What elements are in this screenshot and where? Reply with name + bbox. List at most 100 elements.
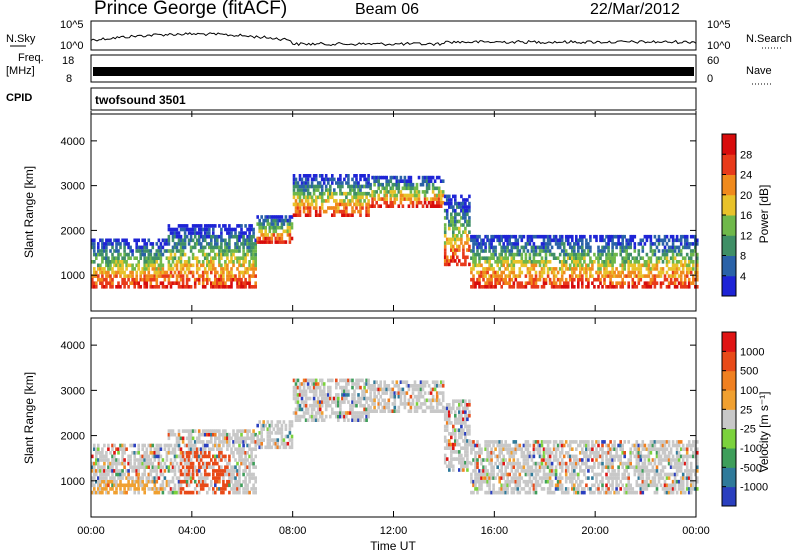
heatmap-cell <box>298 206 302 210</box>
heatmap-cell <box>617 238 620 243</box>
heatmap-cell <box>506 274 509 278</box>
heatmap-cell <box>103 285 106 289</box>
heatmap-cell <box>143 270 146 275</box>
heatmap-cell <box>542 263 546 268</box>
heatmap-cell <box>522 234 526 239</box>
heatmap-cell <box>621 267 624 271</box>
heatmap-cell <box>206 270 209 275</box>
heatmap-cell <box>173 454 177 459</box>
heatmap-cell <box>538 234 542 239</box>
heatmap-cell <box>208 263 211 268</box>
heatmap-cell <box>542 458 546 462</box>
heatmap-cell <box>230 487 233 491</box>
heatmap-cell <box>506 483 509 488</box>
heatmap-cell <box>214 469 217 473</box>
heatmap-cell <box>498 476 501 480</box>
heatmap-cell <box>651 263 655 268</box>
heatmap-cell <box>141 245 144 250</box>
heatmap-cell <box>214 432 217 437</box>
heatmap-cell <box>165 458 169 462</box>
heatmap-cell <box>270 438 274 442</box>
heatmap-cell <box>296 184 300 189</box>
heatmap-cell <box>437 193 441 198</box>
station-title: Prince George (fitACF) <box>94 0 287 19</box>
heatmap-cell <box>579 451 582 455</box>
heatmap-cell <box>193 285 197 289</box>
heatmap-cell <box>494 270 497 275</box>
heatmap-cell <box>518 461 522 466</box>
heatmap-cell <box>246 443 249 448</box>
heatmap-cell <box>478 483 481 488</box>
heatmap-cell <box>331 206 334 210</box>
heatmap-cell <box>335 411 338 415</box>
heatmap-cell <box>558 285 562 289</box>
heatmap-cell <box>173 465 177 469</box>
heatmap-cell <box>369 182 372 187</box>
heatmap-cell <box>137 249 140 253</box>
heatmap-cell <box>252 472 255 477</box>
heatmap-cell <box>514 234 518 239</box>
heatmap-cell <box>242 252 245 257</box>
heatmap-cell <box>506 447 509 451</box>
heatmap-cell <box>450 255 453 260</box>
heatmap-cell <box>272 229 276 234</box>
heatmap-cell <box>212 267 215 271</box>
heatmap-cell <box>220 277 223 282</box>
heatmap-cell <box>117 447 120 451</box>
heatmap-cell <box>222 270 225 275</box>
heatmap-cell <box>135 479 138 484</box>
heatmap-cell <box>339 202 342 207</box>
heatmap-cell <box>496 443 499 448</box>
heatmap-cell <box>236 267 239 271</box>
heatmap-cell <box>552 469 556 473</box>
heatmap-cell <box>558 479 562 484</box>
heatmap-cell <box>155 487 159 491</box>
heatmap-cell <box>177 443 181 448</box>
heatmap-cell <box>119 469 122 473</box>
heatmap-cell <box>147 263 151 268</box>
heatmap-cell <box>490 256 493 260</box>
heatmap-cell <box>492 249 495 253</box>
heatmap-cell <box>341 414 344 419</box>
heatmap-cell <box>417 387 421 392</box>
heatmap-cell <box>464 403 467 407</box>
heatmap-cell <box>411 186 415 191</box>
heatmap-cell <box>439 409 443 413</box>
heatmap-cell <box>391 193 395 198</box>
heatmap-cell <box>482 242 485 246</box>
heatmap-cell <box>316 382 320 386</box>
heatmap-cell <box>119 285 122 289</box>
heatmap-cell <box>532 454 536 459</box>
heatmap-cell <box>131 277 134 282</box>
heatmap-cell <box>566 256 570 260</box>
heatmap-cell <box>93 238 96 243</box>
heatmap-cell <box>500 252 503 257</box>
heatmap-cell <box>131 443 134 448</box>
heatmap-cell <box>210 224 213 228</box>
heatmap-cell <box>605 263 608 268</box>
heatmap-cell <box>639 242 643 246</box>
heatmap-cell <box>308 385 312 390</box>
heatmap-cell <box>93 270 96 275</box>
heatmap-cell <box>687 242 691 246</box>
heatmap-cell <box>558 238 562 243</box>
heatmap-cell <box>203 238 207 243</box>
heatmap-cell <box>566 238 570 243</box>
heatmap-cell <box>103 256 106 260</box>
heatmap-cell <box>510 461 514 466</box>
heatmap-cell <box>452 194 455 199</box>
heatmap-cell <box>248 454 251 459</box>
heatmap-cell <box>548 249 552 253</box>
heatmap-cell <box>454 208 457 213</box>
heatmap-cell <box>290 441 294 446</box>
heatmap-cell <box>482 274 485 278</box>
heatmap-cell <box>246 429 249 433</box>
heatmap-cell <box>458 226 461 231</box>
heatmap-cell <box>284 434 288 439</box>
heatmap-cell <box>248 436 251 441</box>
heatmap-cell <box>536 285 540 289</box>
heatmap-cell <box>677 281 681 285</box>
heatmap-cell <box>107 260 110 264</box>
heatmap-cell <box>673 270 677 275</box>
heatmap-cell <box>91 281 94 285</box>
